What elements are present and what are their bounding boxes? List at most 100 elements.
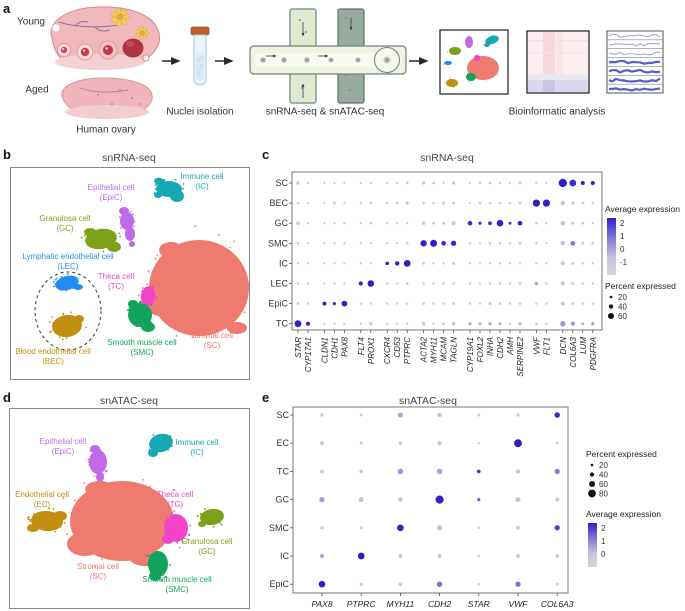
scatter-dot [129,210,132,213]
scatter-dot [454,53,456,55]
scatter-dot [157,191,160,194]
cluster-abbr: (EpiC) [51,447,75,456]
cluster-blob [466,73,476,81]
expression-dot [498,201,502,205]
expression-dot [591,241,595,245]
scatter-dot [148,559,151,562]
expression-dot [323,201,326,205]
umap-thumbnail-box [439,29,509,95]
scatter-dot [173,510,176,513]
scatter-dot [219,511,222,513]
expression-dot [488,302,492,306]
scatter-dot [60,276,63,278]
highlight-ellipse [34,271,102,351]
cluster-name: Epithelial cell [39,437,87,446]
expression-dot [405,322,409,325]
expression-dot [451,181,456,185]
scatter-dot [70,311,72,314]
blood-vessels [57,21,119,32]
expression-dot [532,199,541,207]
expression-dot [468,181,472,185]
scatter-dot [66,273,69,276]
aged-ovary-shading [65,105,149,119]
expression-dot [395,201,399,205]
gene-label: FLT4 [357,336,366,355]
expression-dot [571,201,575,205]
expression-dot [333,322,336,325]
cluster-blob [148,449,158,457]
scatter-dot [50,330,53,333]
gene-label: CYP19A1 [466,337,475,372]
scatter-dot [101,229,104,232]
expression-dot [296,181,300,185]
scatter-dot [163,519,166,522]
yellow-flower-2 [135,26,150,40]
cluster-blob [159,242,183,258]
expression-dot [542,199,551,207]
scatter-dot [80,236,83,239]
scatter-dot [150,301,152,304]
scatter-dot [217,326,220,328]
expression-dot [591,262,595,265]
scatter-dot [474,56,476,58]
track-signal [608,68,661,74]
scatter-dot [46,529,49,532]
gene-label: LUM [579,337,588,354]
expression-dot [518,322,522,326]
expression-dot [343,242,346,245]
scatter-dot [128,308,130,311]
microfluidic-device [249,8,407,104]
scatter-dot [485,40,487,42]
scatter-dot [218,234,220,236]
scatter-dot [63,521,66,524]
tube-illustration [190,26,210,86]
cluster-TC [162,510,191,544]
scatter-dot [164,576,167,578]
scatter-dot [105,469,108,472]
scatter-dot [62,334,65,337]
scatter-dot [162,572,165,575]
legend-percent-tick: 60 [599,480,608,489]
scatter-dot [111,230,114,233]
expression-dot [591,282,595,285]
expression-dot [359,242,363,245]
cluster-name: Theca cell [97,272,135,281]
scatter-dot [165,533,168,536]
scatter-dot [54,279,57,281]
scatter-dot [182,183,185,185]
expression-dot [488,241,492,245]
expression-dot [545,221,548,225]
panel-d-title: snATAC-seq [100,395,158,407]
cluster-blob [467,56,499,80]
gene-label: CDH2 [496,336,505,358]
scatter-dot [149,308,152,311]
nucleus-icon [304,57,310,63]
scatter-dot [77,318,80,321]
scatter-dot [131,227,133,230]
expression-dot [535,221,538,225]
scatter-dot [115,241,118,244]
scatter-dot [102,468,105,471]
nucleus-icon [355,57,361,63]
expression-dot [516,554,520,558]
scatter-dot [65,289,68,292]
scatter-dot [130,301,132,304]
cluster-blob [96,472,104,482]
device-flow-lane [254,53,402,67]
expression-dot [477,441,481,445]
expression-dot [437,525,443,531]
legend-gradient-bar [607,218,616,275]
expression-dot [369,201,373,205]
scatter-dot [203,519,205,522]
cluster-abbr: (IC) [195,182,209,191]
scatter-dot [169,439,172,442]
scatter-dot [58,336,61,339]
gene-label: SERPINE2 [516,336,525,376]
expression-dot [591,322,595,326]
scatter-dot [135,557,138,559]
expression-dot [432,201,435,205]
legend-percent-tick: 40 [599,471,608,480]
scatter-dot [175,334,178,337]
expression-dot [405,302,409,305]
cluster-name: Stromal cell [191,331,233,340]
